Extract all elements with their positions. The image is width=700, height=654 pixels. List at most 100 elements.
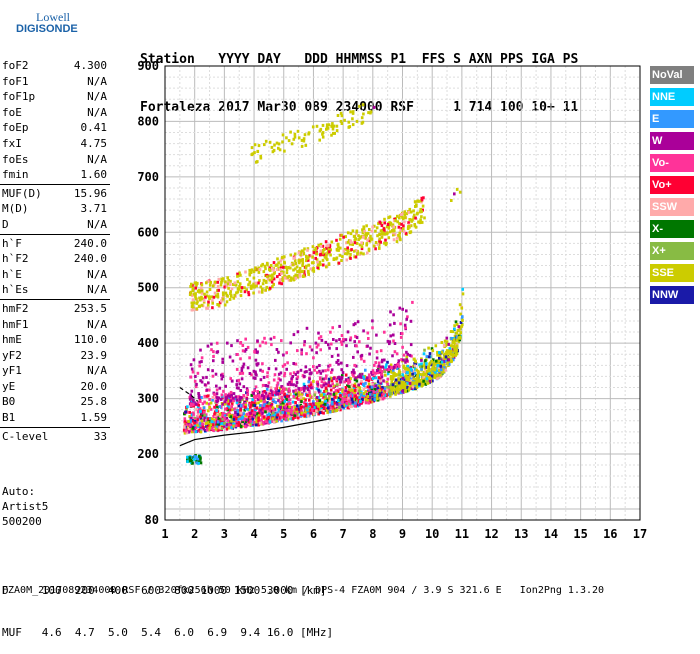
echo-point — [226, 276, 229, 280]
echo-point — [315, 396, 319, 399]
echo-point — [336, 359, 340, 362]
echo-point — [206, 303, 210, 307]
echo-point — [383, 393, 387, 397]
legend-item-nnw: NNW — [650, 286, 694, 304]
param-label: C-level — [2, 429, 49, 443]
echo-point — [239, 294, 243, 298]
echo-point — [229, 390, 233, 394]
echo-point — [291, 263, 295, 267]
echo-point — [329, 376, 333, 380]
echo-point — [208, 405, 211, 409]
echo-point — [298, 387, 302, 391]
echo-point — [297, 270, 301, 274]
echo-point — [227, 392, 231, 396]
echo-point — [377, 384, 381, 388]
echo-point — [410, 354, 413, 358]
echo-point — [395, 236, 399, 240]
echo-point — [189, 393, 192, 397]
echo-point — [228, 408, 232, 412]
echo-point — [189, 404, 193, 408]
echo-point — [379, 397, 382, 401]
echo-point — [238, 271, 241, 275]
echo-point — [252, 416, 256, 420]
echo-point — [267, 412, 271, 416]
echo-point — [447, 355, 451, 359]
echo-point — [317, 263, 320, 267]
echo-point — [316, 402, 320, 406]
echo-point — [372, 105, 376, 109]
echo-point — [378, 389, 382, 393]
echo-point — [239, 425, 243, 428]
echo-point — [227, 278, 230, 282]
echo-point — [332, 392, 336, 396]
echo-point — [405, 350, 408, 354]
echo-point — [434, 344, 438, 348]
echo-point — [210, 348, 213, 352]
echo-point — [203, 429, 207, 432]
echo-point — [360, 245, 364, 249]
param-label: hmE — [2, 333, 22, 347]
echo-point — [219, 283, 223, 287]
echo-point — [341, 388, 344, 392]
echo-point — [422, 373, 426, 376]
echo-point — [436, 364, 440, 367]
legend-item-x: X+ — [650, 242, 694, 260]
echo-point — [240, 413, 244, 417]
echo-point — [315, 402, 318, 406]
echo-point — [438, 368, 441, 372]
echo-point — [306, 393, 309, 397]
echo-point — [309, 402, 312, 406]
echo-point — [263, 336, 266, 340]
echo-point — [194, 295, 197, 299]
echo-point — [238, 282, 242, 286]
echo-point — [262, 278, 266, 282]
echo-point — [361, 103, 365, 107]
echo-point — [229, 283, 232, 286]
echo-point — [205, 290, 209, 294]
echo-point — [182, 428, 186, 432]
echo-point — [253, 395, 256, 399]
echo-point — [329, 403, 333, 407]
param-value: N/A — [87, 364, 107, 378]
echo-point — [286, 382, 290, 386]
echo-point — [312, 379, 315, 383]
param-row-yf2: yF2 23.9 — [0, 348, 110, 364]
echo-point — [370, 385, 374, 389]
echo-point — [315, 409, 318, 413]
echo-point — [281, 255, 284, 259]
echo-point — [293, 135, 297, 139]
param-label: h`F2 — [2, 252, 29, 266]
echo-point — [443, 360, 446, 363]
echo-point — [291, 400, 295, 404]
echo-point — [234, 411, 237, 414]
echo-point — [337, 362, 340, 366]
echo-point — [442, 370, 446, 374]
echo-point — [187, 427, 191, 430]
echo-point — [367, 111, 370, 115]
echo-point — [192, 398, 195, 402]
echo-point — [269, 386, 273, 390]
echo-point — [275, 384, 279, 388]
echo-point — [440, 360, 444, 364]
echo-point — [335, 347, 338, 351]
echo-point — [394, 219, 397, 223]
echo-point — [283, 276, 287, 280]
echo-point — [287, 139, 291, 143]
echo-point — [197, 428, 201, 432]
echo-point — [276, 404, 279, 408]
echo-point — [307, 272, 310, 276]
echo-point — [356, 350, 359, 354]
param-row-ye: yE 20.0 — [0, 379, 110, 395]
echo-point — [259, 378, 263, 382]
echo-point — [380, 375, 384, 379]
echo-point — [417, 384, 421, 388]
echo-point — [431, 374, 434, 378]
echo-point — [394, 365, 397, 369]
echo-point — [324, 395, 328, 398]
echo-point — [418, 379, 422, 382]
echo-point — [232, 283, 235, 286]
echo-point — [192, 306, 195, 310]
echo-point — [386, 223, 390, 226]
echo-point — [267, 381, 271, 385]
echo-point — [327, 262, 331, 266]
